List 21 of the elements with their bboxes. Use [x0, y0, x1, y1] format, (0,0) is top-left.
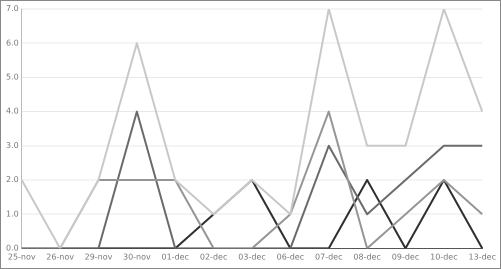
x-tick-label: 07-dec: [315, 252, 342, 262]
y-tick-label: 2.0: [6, 175, 19, 184]
y-tick-label: 7.0: [6, 4, 19, 14]
x-tick-label: 26-nov: [46, 252, 74, 262]
x-tick-label: 08-dec: [353, 252, 381, 262]
y-tick-label: 5.0: [6, 72, 19, 82]
x-tick-label: 09-dec: [392, 252, 420, 262]
x-tick-label: 01-dec: [162, 252, 189, 262]
x-tick-label: 13-dec: [468, 252, 496, 262]
x-tick-label: 03-dec: [238, 252, 266, 262]
y-tick-label: 6.0: [6, 38, 19, 48]
x-tick-label: 02-dec: [200, 252, 228, 262]
y-tick-label: 0.0: [6, 243, 19, 252]
y-tick-label: 3.0: [6, 140, 19, 150]
y-tick-label: 1.0: [6, 209, 19, 218]
x-tick-label: 30-nov: [122, 252, 152, 262]
x-tick-label: 29-nov: [84, 252, 113, 262]
x-tick-label: 06-dec: [276, 252, 304, 262]
x-tick-label: 25-nov: [8, 252, 36, 262]
y-tick-label: 4.0: [6, 106, 19, 116]
x-tick-label: 10-dec: [430, 252, 458, 262]
